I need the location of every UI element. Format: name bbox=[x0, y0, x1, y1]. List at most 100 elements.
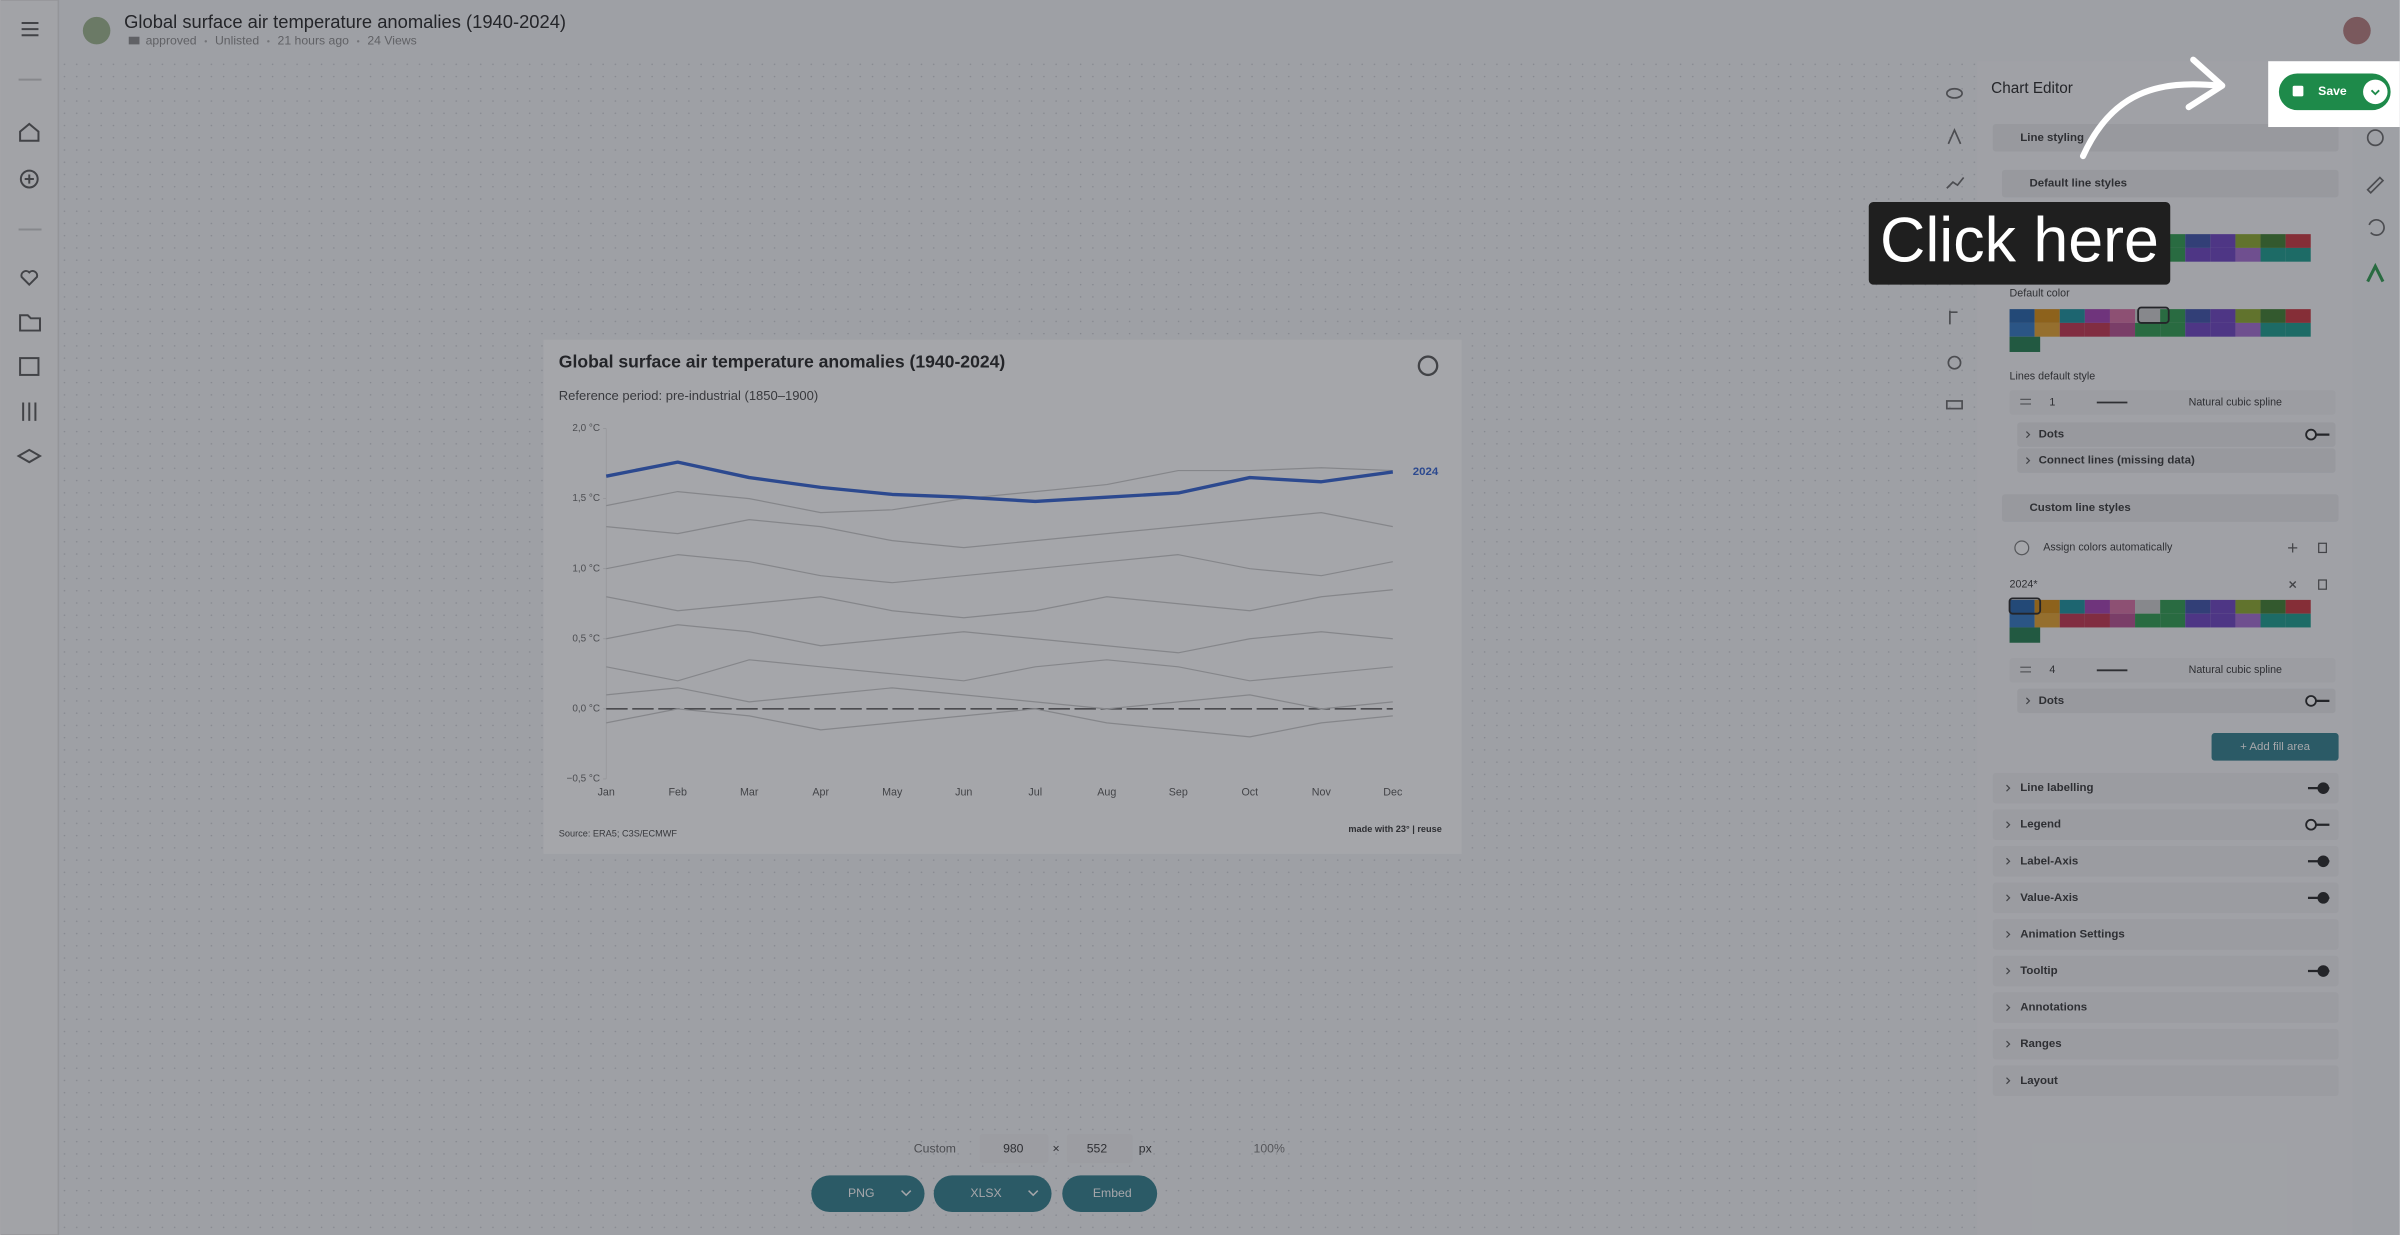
delete-icon[interactable] bbox=[2318, 579, 2327, 590]
save-dropdown[interactable] bbox=[2363, 79, 2388, 105]
swatch[interactable] bbox=[2260, 599, 2286, 614]
swatch[interactable] bbox=[2109, 309, 2136, 323]
swatch[interactable] bbox=[2034, 613, 2060, 628]
swatch[interactable] bbox=[2185, 234, 2211, 248]
section-title[interactable]: Tooltip bbox=[2020, 965, 2057, 977]
swatch[interactable] bbox=[2185, 247, 2211, 262]
line-width[interactable]: 4 bbox=[2049, 664, 2055, 676]
swatch[interactable] bbox=[2210, 247, 2236, 262]
home-icon[interactable] bbox=[19, 122, 40, 142]
section-title[interactable]: Legend bbox=[2020, 819, 2061, 831]
text-tab[interactable] bbox=[1947, 128, 1962, 145]
checkbox[interactable] bbox=[2014, 540, 2030, 556]
swatch[interactable] bbox=[2059, 309, 2085, 323]
swatch[interactable] bbox=[2210, 322, 2236, 337]
swatch[interactable] bbox=[2034, 322, 2060, 337]
save-button[interactable] bbox=[2278, 73, 2391, 111]
toggle-knob[interactable] bbox=[2305, 695, 2317, 707]
settings-tab[interactable] bbox=[1947, 355, 1962, 370]
toggle-knob[interactable] bbox=[2305, 818, 2317, 831]
swatch[interactable] bbox=[2135, 309, 2161, 323]
export-button[interactable] bbox=[933, 1175, 1052, 1213]
swatch[interactable] bbox=[2210, 599, 2236, 614]
settings-icon[interactable] bbox=[22, 402, 37, 421]
section-title[interactable]: Custom line styles bbox=[2029, 502, 2130, 514]
swatch[interactable] bbox=[2235, 599, 2261, 614]
swatch[interactable] bbox=[2235, 247, 2261, 262]
swatch[interactable] bbox=[2260, 247, 2286, 262]
swatch[interactable] bbox=[2235, 613, 2261, 628]
logo-tab[interactable] bbox=[2366, 262, 2385, 283]
section-title[interactable]: Annotations bbox=[2020, 1002, 2087, 1014]
swatch[interactable] bbox=[2210, 309, 2236, 323]
branch-tab[interactable] bbox=[1949, 310, 1958, 325]
swatch[interactable] bbox=[2235, 234, 2261, 248]
swatch[interactable] bbox=[2009, 599, 2035, 614]
swatch[interactable] bbox=[2084, 322, 2110, 337]
swatch[interactable] bbox=[2260, 322, 2286, 337]
user-avatar[interactable] bbox=[2343, 16, 2371, 45]
height-value[interactable]: 552 bbox=[1087, 1142, 1108, 1156]
swatch[interactable] bbox=[2009, 322, 2035, 337]
swatch[interactable] bbox=[2260, 309, 2286, 323]
swatch[interactable] bbox=[2084, 599, 2110, 614]
section-title[interactable]: Default line styles bbox=[2029, 178, 2127, 190]
section-title[interactable]: Line styling bbox=[2020, 132, 2084, 144]
favorites-icon[interactable] bbox=[20, 270, 39, 287]
swatch[interactable] bbox=[2185, 599, 2211, 614]
swatch[interactable] bbox=[2285, 247, 2311, 262]
swatch[interactable] bbox=[2160, 599, 2186, 614]
swatch[interactable] bbox=[2185, 309, 2211, 323]
width-value[interactable]: 980 bbox=[1003, 1142, 1024, 1156]
swatch[interactable] bbox=[2285, 322, 2311, 337]
swatch[interactable] bbox=[2135, 613, 2161, 628]
swatch[interactable] bbox=[2109, 613, 2136, 628]
avatar[interactable] bbox=[82, 16, 111, 45]
section-title[interactable]: Animation Settings bbox=[2020, 928, 2124, 940]
subsection-title[interactable]: Dots bbox=[2039, 429, 2064, 441]
undo-tab[interactable] bbox=[2368, 219, 2385, 236]
section-title[interactable]: Layout bbox=[2020, 1075, 2058, 1087]
swatch[interactable] bbox=[2135, 599, 2161, 614]
add-icon[interactable] bbox=[2288, 543, 2298, 553]
swatch[interactable] bbox=[2109, 599, 2136, 614]
lines-tab[interactable] bbox=[1946, 176, 1965, 189]
data-tab[interactable] bbox=[2366, 129, 2384, 147]
swatch[interactable] bbox=[2009, 336, 2041, 352]
swatch[interactable] bbox=[2160, 322, 2186, 337]
swatch[interactable] bbox=[2285, 309, 2311, 323]
swatch[interactable] bbox=[2210, 613, 2236, 628]
swatch[interactable] bbox=[2059, 599, 2085, 614]
swatch[interactable] bbox=[2185, 613, 2211, 628]
swatch[interactable] bbox=[2235, 309, 2261, 323]
edit-tab[interactable] bbox=[2366, 176, 2385, 195]
swatch[interactable] bbox=[2210, 234, 2236, 248]
button-label[interactable]: PNG bbox=[848, 1186, 875, 1200]
toggle-knob[interactable] bbox=[2317, 855, 2330, 868]
swatch[interactable] bbox=[2084, 613, 2110, 628]
button-label[interactable]: Embed bbox=[1093, 1186, 1132, 1200]
subsection-title[interactable]: Dots bbox=[2039, 695, 2064, 707]
swatch[interactable] bbox=[2009, 613, 2035, 628]
save-label[interactable]: Save bbox=[2318, 84, 2347, 98]
section-title[interactable]: Line labelling bbox=[2020, 782, 2093, 794]
curve-type[interactable]: Natural cubic spline bbox=[2189, 664, 2282, 676]
button-label[interactable]: XLSX bbox=[970, 1186, 1001, 1200]
subsection-title[interactable]: Connect lines (missing data) bbox=[2039, 455, 2195, 467]
swatch[interactable] bbox=[2235, 322, 2261, 337]
button-label[interactable]: + Add fill area bbox=[2240, 741, 2310, 753]
learn-icon[interactable] bbox=[16, 448, 42, 464]
curve-type[interactable]: Natural cubic spline bbox=[2189, 396, 2282, 408]
section-title[interactable]: Ranges bbox=[2020, 1038, 2061, 1050]
swatch[interactable] bbox=[2009, 309, 2035, 323]
swatch[interactable] bbox=[2059, 613, 2085, 628]
export-button[interactable] bbox=[811, 1175, 925, 1213]
menu-icon[interactable] bbox=[21, 21, 39, 37]
checkbox-label[interactable]: Assign colors automatically bbox=[2043, 542, 2173, 554]
swatch[interactable] bbox=[2109, 322, 2136, 337]
swatch[interactable] bbox=[2185, 322, 2211, 337]
swatch[interactable] bbox=[2285, 599, 2311, 614]
swatch[interactable] bbox=[2285, 613, 2311, 628]
swatch[interactable] bbox=[2260, 234, 2286, 248]
swatch[interactable] bbox=[2059, 322, 2085, 337]
